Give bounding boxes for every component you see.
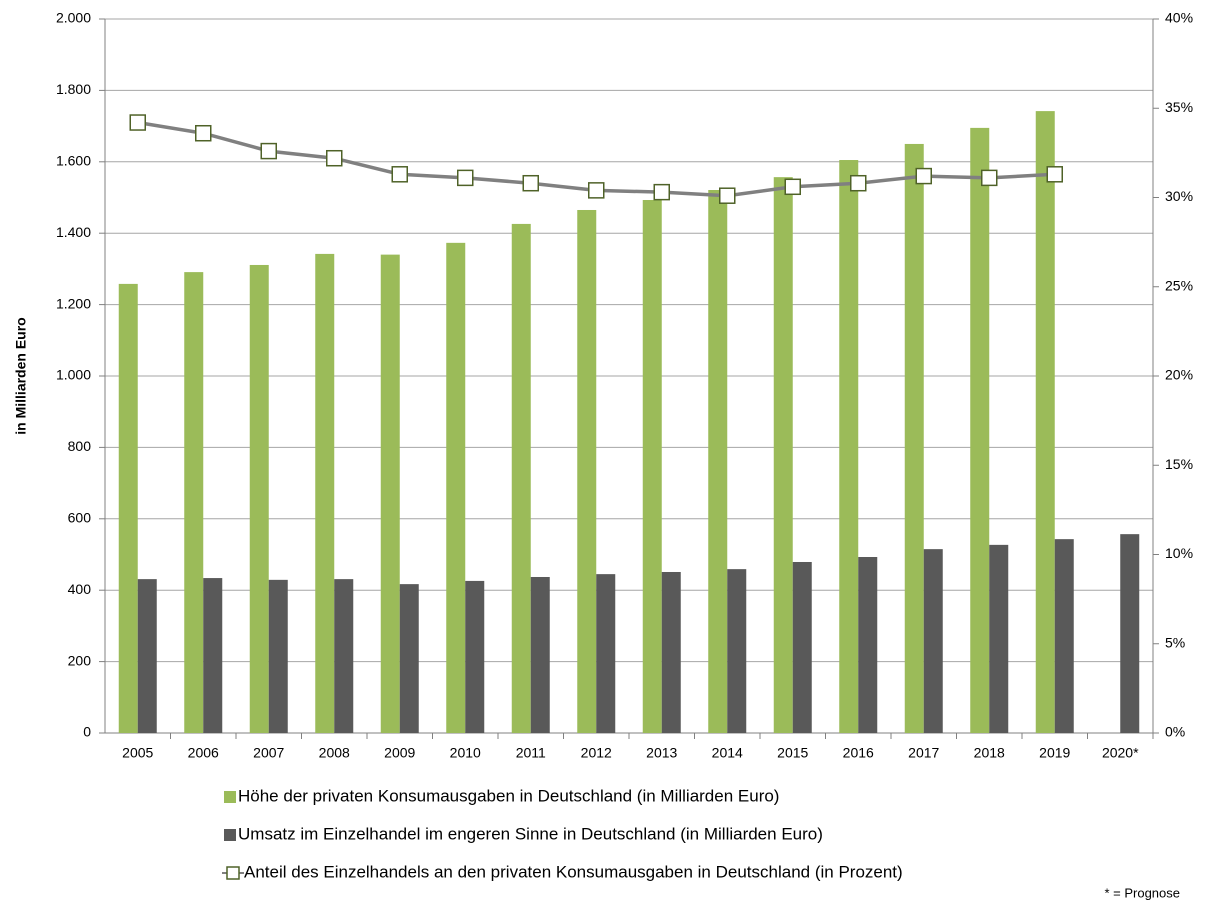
y2-tick-label: 10% [1165,545,1193,561]
bar [184,272,204,733]
bar [773,177,793,733]
y-tick-label: 1.600 [56,153,91,169]
x-tick-label: 2015 [777,745,808,761]
bar [642,199,662,733]
x-tick-label: 2017 [908,745,939,761]
y2-tick-label: 15% [1165,456,1193,472]
x-tick-label: 2018 [974,745,1005,761]
y-tick-label: 1.400 [56,224,91,240]
x-tick-label: 2006 [188,745,219,761]
marker [915,167,932,185]
x-tick-label: 2019 [1039,745,1070,761]
y-tick-label: 1.200 [56,295,91,311]
y-tick-label: 2.000 [56,10,91,26]
bar [511,223,531,733]
x-tick-label: 2007 [253,745,284,761]
bar [792,561,812,733]
marker [784,178,801,196]
y2-tick-label: 30% [1165,188,1193,204]
bar [446,242,466,734]
bar [137,579,157,733]
y-tick-label: 400 [68,581,92,597]
legend-label: Anteil des Einzelhandels an den privaten… [244,862,903,881]
y-axis-label: in Milliarden Euro [13,317,29,434]
marker [457,169,474,187]
y2-tick-label: 0% [1165,724,1185,740]
bar [203,578,223,733]
bar [315,253,335,733]
annotation: * = Prognose [1104,885,1180,900]
marker [981,169,998,187]
y-tick-label: 200 [68,652,92,668]
y-tick-label: 0 [83,724,91,740]
marker [129,114,146,131]
y-tick-label: 800 [68,438,92,454]
bar [923,549,943,733]
marker [588,182,605,199]
y-tick-label: 1.000 [56,367,91,383]
bar [1120,534,1140,733]
bar [904,143,924,733]
y2-tick-label: 20% [1165,367,1193,383]
legend-swatch [224,791,236,803]
marker [1046,166,1063,183]
marker [326,149,343,167]
bar [1054,539,1074,733]
x-tick-label: 2016 [843,745,874,761]
bar [118,283,138,733]
y2-tick-label: 5% [1165,634,1185,650]
x-tick-label: 2009 [384,745,415,761]
legend-label: Höhe der privaten Konsumausgaben in Deut… [238,786,779,805]
marker [260,142,277,160]
x-tick-label: 2014 [712,745,743,761]
bar [249,264,269,733]
bar [989,544,1009,733]
bar [839,160,859,733]
marker [391,166,408,183]
legend-swatch [224,829,236,841]
marker [850,174,867,192]
y-tick-label: 1.800 [56,81,91,97]
bar [577,209,597,733]
x-tick-label: 2008 [319,745,350,761]
marker [719,187,736,204]
bar [727,569,747,733]
y2-tick-label: 25% [1165,277,1193,293]
bar [708,190,728,734]
bar [1035,111,1055,733]
marker [522,174,539,192]
legend-marker [226,866,240,880]
bar [334,579,354,733]
bar [661,571,681,733]
legend-label: Umsatz im Einzelhandel im engeren Sinne … [238,824,823,843]
bar [465,580,485,733]
marker [195,124,212,142]
x-tick-label: 2012 [581,745,612,761]
bar [399,584,419,733]
bar [530,576,550,733]
bar [268,579,288,733]
y2-tick-label: 40% [1165,10,1193,26]
x-tick-label: 2005 [122,745,153,761]
bar [380,254,400,733]
x-tick-label: 2020* [1102,745,1139,761]
bar [596,574,616,733]
y-tick-label: 600 [68,510,92,526]
bar [970,127,990,733]
y2-tick-label: 35% [1165,99,1193,115]
marker [653,183,670,201]
x-tick-label: 2010 [450,745,481,761]
x-tick-label: 2011 [516,745,546,761]
x-tick-label: 2013 [646,745,677,761]
bar [858,556,878,733]
